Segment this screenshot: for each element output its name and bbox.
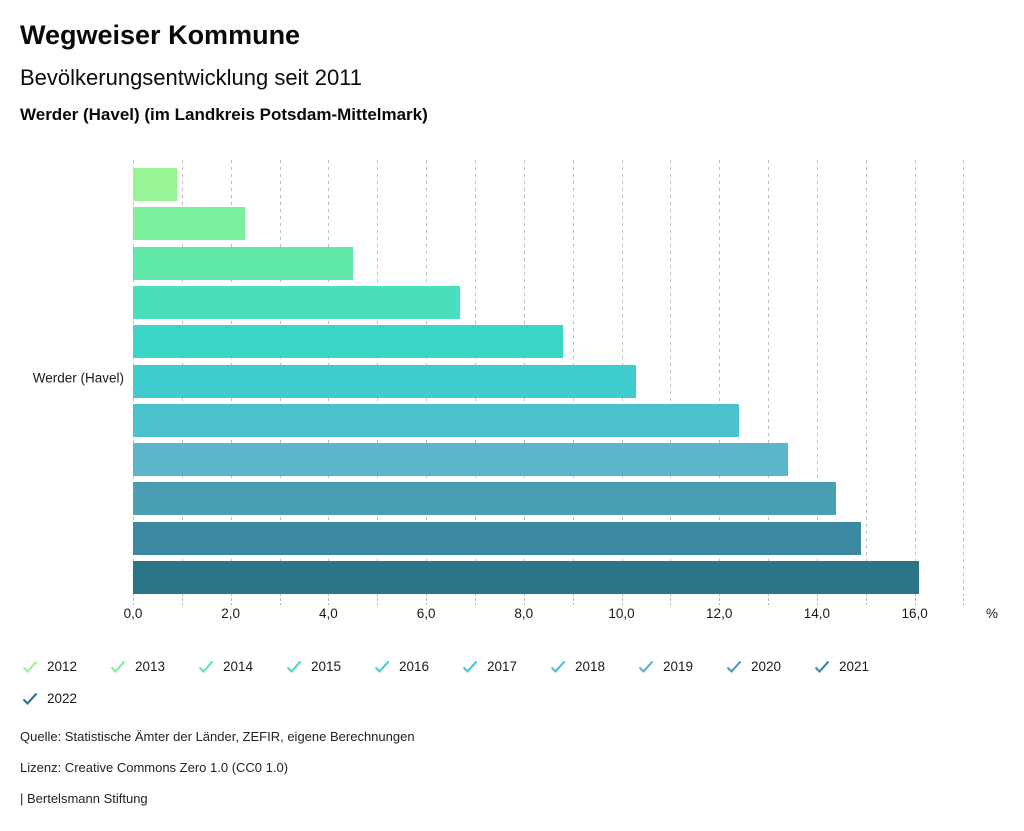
check-icon	[726, 660, 742, 673]
legend-item-2022[interactable]: 2022	[22, 682, 110, 714]
axis-tick	[914, 598, 916, 605]
x-tick-label: 2,0	[221, 606, 241, 621]
check-icon	[638, 660, 654, 673]
plot-area: Werder (Havel) % 0,0 2,0 4,0 6,0 8,0 10,0 12,0…	[33, 160, 998, 621]
legend-year-label: 2017	[487, 658, 518, 674]
legend-item-2015[interactable]: 2015	[286, 650, 374, 682]
x-tick-label: 0,0	[123, 606, 143, 621]
legend-year-label: 2018	[575, 658, 606, 674]
bar-2020[interactable]	[133, 482, 837, 516]
bar-2015[interactable]	[133, 285, 461, 319]
gridline	[816, 160, 818, 596]
axis-tick	[621, 598, 623, 605]
gridline	[719, 160, 721, 596]
legend-item-2021[interactable]: 2021	[814, 650, 902, 682]
bar-2018[interactable]	[133, 403, 739, 437]
legend-year-label: 2012	[47, 658, 78, 674]
legend-year-label: 2013	[135, 658, 166, 674]
x-axis-unit-label: %	[986, 606, 999, 621]
axis-tick	[279, 598, 281, 605]
legend-year-label: 2019	[663, 658, 694, 674]
legend: 2012 2013 2014 2015 2016 2017 2018 2019 2020 2021…	[22, 650, 922, 714]
source-note: Quelle: Statistische Ämter der Länder, Z…	[20, 729, 415, 744]
legend-item-2013[interactable]: 2013	[110, 650, 198, 682]
x-tick-label: 12,0	[706, 606, 733, 621]
legend-item-2018[interactable]: 2018	[550, 650, 638, 682]
x-tick-label: 16,0	[901, 606, 928, 621]
legend-item-2017[interactable]: 2017	[462, 650, 550, 682]
bar-2013[interactable]	[133, 207, 246, 241]
gridline	[768, 160, 770, 596]
y-axis-category-label: Werder (Havel)	[32, 370, 124, 386]
gridline	[865, 160, 867, 596]
chart-region-subtitle: Werder (Havel) (im Landkreis Potsdam-Mit…	[20, 105, 428, 124]
axis-tick	[865, 598, 867, 605]
bar-2016[interactable]	[133, 325, 563, 359]
check-icon	[550, 660, 566, 673]
bar-2022[interactable]	[133, 561, 920, 594]
check-icon	[22, 692, 38, 705]
legend-year-label: 2014	[223, 658, 254, 674]
gridline	[670, 160, 672, 596]
x-tick-label: 8,0	[514, 606, 534, 621]
bar-2017[interactable]	[133, 364, 637, 398]
app-title: Wegweiser Kommune	[20, 20, 301, 50]
axis-tick	[133, 598, 134, 605]
legend-year-label: 2022	[47, 690, 78, 706]
axis-tick	[719, 598, 721, 605]
gridline	[914, 160, 916, 596]
legend-item-2020[interactable]: 2020	[726, 650, 814, 682]
legend-item-2012[interactable]: 2012	[22, 650, 110, 682]
axis-tick	[768, 598, 770, 605]
x-tick-label: 6,0	[416, 606, 436, 621]
x-tick-label: 10,0	[608, 606, 635, 621]
x-tick-label: 4,0	[319, 606, 338, 621]
legend-year-label: 2020	[751, 658, 782, 674]
bar-2021[interactable]	[133, 521, 861, 555]
legend-year-label: 2016	[399, 658, 430, 674]
axis-tick	[816, 598, 818, 605]
check-icon	[198, 660, 214, 673]
check-icon	[22, 660, 38, 673]
check-icon	[814, 660, 830, 673]
chart-title: Bevölkerungsentwicklung seit 2011	[20, 65, 363, 90]
gridline	[963, 160, 965, 596]
check-icon	[462, 660, 478, 673]
legend-item-2016[interactable]: 2016	[374, 650, 462, 682]
legend-year-label: 2015	[311, 658, 342, 674]
bar-2019[interactable]	[133, 443, 788, 477]
legend-year-label: 2021	[839, 658, 870, 674]
axis-tick	[426, 598, 428, 605]
x-tick-label: 14,0	[803, 606, 831, 621]
bar-2012[interactable]	[133, 168, 177, 201]
axis-tick	[474, 598, 476, 605]
attribution-note: | Bertelsmann Stiftung	[20, 791, 148, 806]
axis-tick	[523, 598, 525, 605]
check-icon	[110, 660, 126, 673]
legend-item-2019[interactable]: 2019	[638, 650, 726, 682]
axis-tick	[181, 598, 183, 605]
axis-tick	[963, 598, 965, 605]
axis-tick	[328, 598, 330, 605]
bar-2014[interactable]	[133, 246, 353, 280]
axis-tick	[572, 598, 574, 605]
check-icon	[374, 660, 390, 673]
license-note: Lizenz: Creative Commons Zero 1.0 (CC0 1…	[20, 760, 289, 775]
axis-tick	[230, 598, 232, 605]
legend-item-2014[interactable]: 2014	[198, 650, 286, 682]
check-icon	[286, 660, 302, 673]
axis-tick	[670, 598, 672, 605]
axis-tick	[377, 598, 379, 605]
